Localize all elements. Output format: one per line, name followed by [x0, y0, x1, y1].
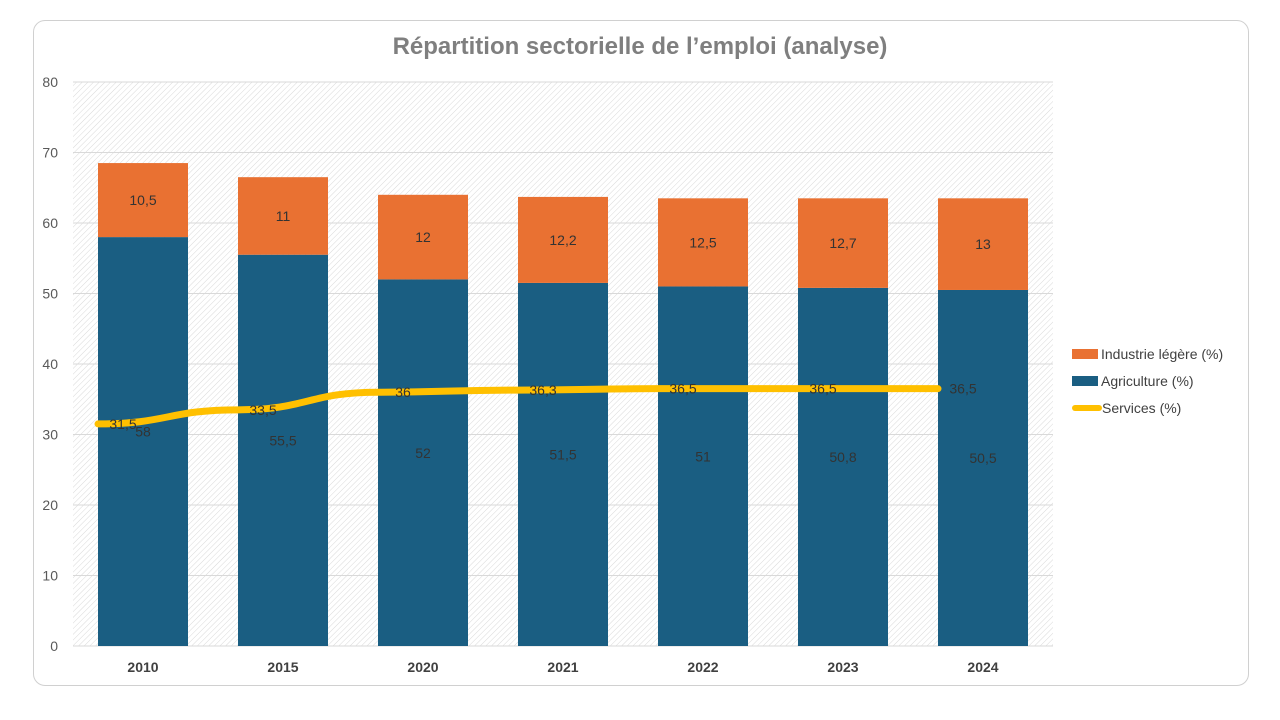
bar-industrie — [938, 198, 1028, 290]
data-label-agriculture: 55,5 — [269, 432, 296, 448]
y-tick-label: 80 — [42, 74, 58, 90]
data-label-agriculture: 51 — [695, 448, 711, 464]
chart-title: Répartition sectorielle de l’emploi (ana… — [392, 33, 888, 60]
x-tick-label: 2020 — [407, 659, 438, 675]
data-label-industrie: 12,2 — [549, 232, 576, 248]
bar-agriculture — [798, 287, 888, 646]
legend-label: Agriculture (%) — [1101, 372, 1194, 389]
data-label-services: 36,5 — [669, 381, 696, 397]
bar-industrie — [98, 163, 188, 238]
legend-item-agriculture: Agriculture (%) — [1072, 367, 1223, 394]
legend-item-services: Services (%) — [1072, 394, 1223, 421]
line-services — [94, 385, 942, 428]
y-tick-label: 40 — [42, 356, 58, 372]
x-tick-label: 2015 — [267, 659, 298, 675]
bar-agriculture — [658, 286, 748, 646]
data-label-industrie: 11 — [276, 208, 291, 224]
data-label-industrie: 12,5 — [689, 234, 716, 250]
data-label-industrie: 12,7 — [829, 235, 856, 251]
data-label-agriculture: 58 — [135, 424, 151, 440]
data-label-industrie: 12 — [415, 229, 431, 245]
y-tick-label: 10 — [42, 568, 58, 584]
bar-industrie — [518, 196, 608, 283]
data-label-services: 36 — [395, 384, 411, 400]
data-label-agriculture: 51,5 — [549, 447, 576, 463]
x-tick-label: 2010 — [127, 659, 158, 675]
legend-item-industrie: Industrie légère (%) — [1072, 340, 1223, 367]
y-tick-label: 50 — [42, 286, 58, 302]
bar-agriculture — [938, 289, 1028, 646]
legend: Industrie légère (%) Agriculture (%) Ser… — [1072, 340, 1223, 421]
x-tick-label: 2023 — [827, 659, 858, 675]
y-tick-label: 30 — [42, 427, 58, 443]
data-label-services: 31,5 — [109, 416, 136, 432]
x-tick-label: 2021 — [547, 659, 578, 675]
bar-agriculture — [378, 279, 468, 646]
bar-industrie — [238, 177, 328, 255]
legend-swatch — [1072, 375, 1098, 386]
data-label-services: 36,5 — [949, 381, 976, 397]
legend-swatch — [1072, 404, 1102, 411]
legend-label: Services (%) — [1102, 399, 1182, 416]
x-tick-label: 2024 — [967, 659, 998, 675]
bar-industrie — [378, 194, 468, 280]
y-tick-label: 70 — [42, 145, 58, 161]
x-tick-label: 2022 — [687, 659, 718, 675]
y-tick-label: 0 — [50, 638, 58, 654]
data-label-agriculture: 52 — [415, 445, 431, 461]
bar-agriculture — [518, 282, 608, 646]
bar-agriculture — [238, 254, 328, 646]
data-label-agriculture: 50,5 — [969, 450, 996, 466]
bar-industrie — [658, 198, 748, 287]
data-label-services: 36,3 — [529, 382, 556, 398]
legend-label: Industrie légère (%) — [1101, 345, 1224, 362]
data-label-services: 36,5 — [809, 381, 836, 397]
data-label-industrie: 10,5 — [129, 192, 156, 208]
bar-agriculture — [98, 237, 188, 646]
data-label-services: 33,5 — [249, 402, 276, 418]
y-tick-label: 20 — [42, 497, 58, 513]
legend-swatch — [1072, 348, 1098, 359]
data-label-agriculture: 50,8 — [829, 449, 856, 465]
y-tick-label: 60 — [42, 215, 58, 231]
bar-industrie — [798, 198, 888, 288]
data-label-industrie: 13 — [975, 236, 991, 252]
